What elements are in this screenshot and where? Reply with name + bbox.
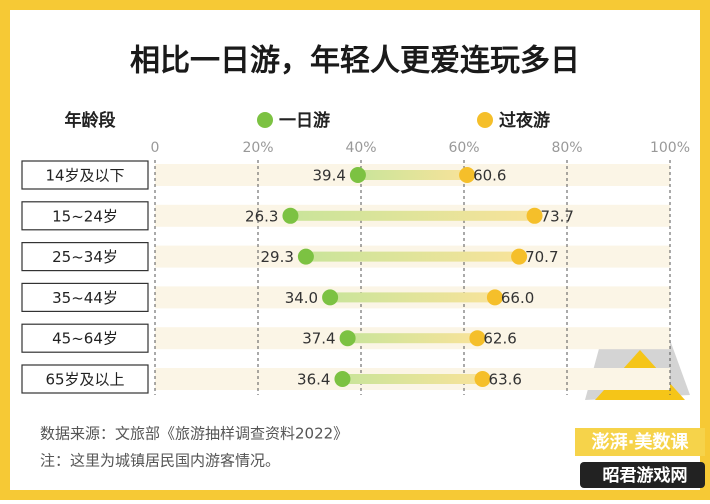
dot bbox=[322, 289, 339, 306]
x-tick-label: 40% bbox=[345, 140, 376, 156]
value-label: 39.4 bbox=[313, 167, 346, 185]
connector bbox=[347, 333, 478, 344]
value-label: 62.6 bbox=[483, 330, 516, 348]
note: 注：这里为城镇居民国内游客情况。 bbox=[40, 452, 280, 470]
value-label: 63.6 bbox=[489, 371, 522, 389]
value-label: 29.3 bbox=[260, 248, 293, 266]
category-label: 15~24岁 bbox=[52, 207, 118, 225]
dot bbox=[334, 371, 351, 387]
watermark-bg bbox=[575, 428, 705, 456]
value-label: 37.4 bbox=[302, 330, 335, 348]
dot bbox=[511, 248, 528, 265]
category-label: 14岁及以下 bbox=[45, 167, 124, 185]
category-box bbox=[21, 242, 149, 272]
dot bbox=[282, 207, 299, 224]
connector bbox=[330, 292, 495, 303]
note: 数据来源：文旅部《旅游抽样调查资料2022》 bbox=[40, 425, 348, 443]
legend-label: 一日游 bbox=[279, 110, 330, 131]
category-box bbox=[21, 160, 149, 190]
x-tick-label: 60% bbox=[448, 140, 479, 156]
x-tick-label: 80% bbox=[551, 140, 582, 156]
category-label: 35~44岁 bbox=[52, 289, 118, 307]
legend-marker bbox=[477, 112, 493, 128]
dot bbox=[474, 371, 491, 387]
connector bbox=[342, 374, 483, 384]
category-axis-title: 年龄段 bbox=[65, 110, 116, 131]
value-label: 34.0 bbox=[285, 289, 318, 307]
value-label: 60.6 bbox=[473, 167, 506, 185]
value-label: 73.7 bbox=[541, 207, 574, 225]
category-box bbox=[21, 364, 149, 394]
category-label: 65岁及以上 bbox=[45, 371, 124, 389]
x-tick-label: 20% bbox=[242, 140, 273, 156]
x-tick-label: 0 bbox=[151, 140, 160, 156]
dot bbox=[297, 248, 314, 265]
value-label: 36.4 bbox=[297, 371, 330, 389]
category-box bbox=[21, 201, 149, 231]
category-box bbox=[21, 282, 149, 312]
legend-marker bbox=[257, 112, 273, 128]
watermark: 昭君游戏网 bbox=[603, 465, 688, 486]
dot bbox=[469, 330, 486, 347]
connector bbox=[357, 170, 468, 180]
category-label: 45~64岁 bbox=[52, 330, 118, 348]
dot bbox=[486, 289, 503, 306]
dot bbox=[526, 207, 543, 224]
category-box bbox=[21, 323, 149, 353]
dot bbox=[349, 167, 366, 183]
dot bbox=[459, 167, 476, 183]
value-label: 26.3 bbox=[245, 207, 278, 225]
value-label: 70.7 bbox=[525, 248, 558, 266]
watermark: 澎湃·美数课 bbox=[592, 431, 690, 453]
chart-title: 相比一日游，年轻人更爱连玩多日 bbox=[130, 44, 580, 79]
dot bbox=[339, 330, 356, 347]
value-label: 66.0 bbox=[501, 289, 534, 307]
legend-label: 过夜游 bbox=[499, 110, 550, 131]
connector bbox=[305, 251, 520, 262]
watermark-bg bbox=[580, 462, 705, 488]
category-label: 25~34岁 bbox=[52, 248, 118, 266]
x-tick-label: 100% bbox=[650, 140, 690, 156]
connector bbox=[290, 210, 535, 221]
